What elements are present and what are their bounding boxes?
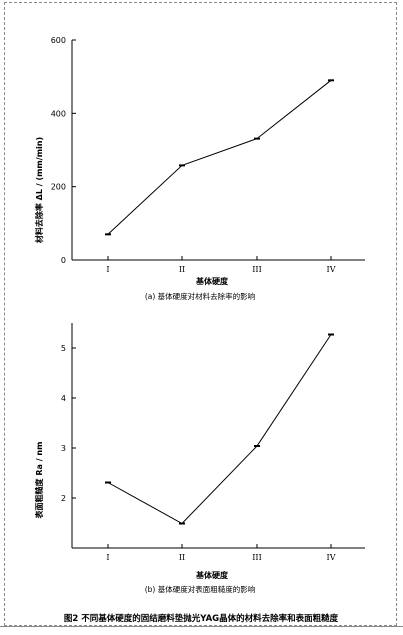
chart-b-y-tick-label: 5 <box>61 344 66 353</box>
chart-b-y-tick-label: 4 <box>61 394 66 403</box>
chart-a-x-tick-label: IV <box>327 265 336 274</box>
chart-a-y-tick-label: 200 <box>51 183 66 192</box>
chart-b-y-tick-label: 3 <box>61 444 66 453</box>
chart-b: 表面粗糙度 Ra / nm 基体硬度 (b) 基体硬度对表面粗糙度的影响 2 3 4… <box>34 323 365 594</box>
chart-a-x-tick-label: II <box>179 265 185 274</box>
chart-a-y-tick-label: 400 <box>51 109 66 118</box>
chart-a-subcaption: (a) 基体硬度对材料去除率的影响 <box>145 291 255 301</box>
chart-b-x-tick-label: IV <box>327 553 336 562</box>
chart-b-data-point <box>254 445 260 447</box>
chart-a-data-point <box>179 164 185 167</box>
chart-a-x-tick-label: III <box>252 265 261 274</box>
bottom-rule <box>0 626 403 627</box>
chart-b-x-tick-label: I <box>106 553 109 562</box>
chart-a-series-line <box>107 79 332 235</box>
figure-caption: 图2 不同基体硬度的固结磨料垫抛光YAG晶体的材料去除率和表面粗糙度 <box>64 613 339 624</box>
chart-a-y-tick-label: 0 <box>61 256 66 265</box>
chart-b-x-tick-label: II <box>179 553 185 562</box>
chart-a-x-axis-title: 基体硬度 <box>195 276 229 286</box>
chart-a-y-tick-label: 600 <box>51 36 66 45</box>
chart-a-x-tick-label: I <box>106 265 109 274</box>
chart-b-subcaption: (b) 基体硬度对表面粗糙度的影响 <box>145 584 256 594</box>
chart-a-y-axis-title: 材料去除率 ΔL / (mm/min) <box>34 137 44 243</box>
chart-a-data-point <box>328 79 334 82</box>
chart-b-y-tick-label: 2 <box>61 494 66 503</box>
chart-b-x-tick-label: III <box>252 553 261 562</box>
chart-a: 材料去除率 ΔL / (mm/min) 基体硬度 (a) 基体硬度对材料去除率的… <box>34 36 365 301</box>
chart-a-data-point <box>105 233 111 236</box>
figure-frame <box>4 2 397 626</box>
chart-b-data-point <box>179 522 185 525</box>
chart-b-y-axis-title: 表面粗糙度 Ra / nm <box>34 442 44 520</box>
chart-b-series-line <box>107 334 332 525</box>
chart-b-data-point <box>105 481 111 484</box>
chart-a-data-point <box>254 137 260 140</box>
chart-b-x-axis-title: 基体硬度 <box>195 570 229 580</box>
chart-b-data-point <box>328 333 334 336</box>
